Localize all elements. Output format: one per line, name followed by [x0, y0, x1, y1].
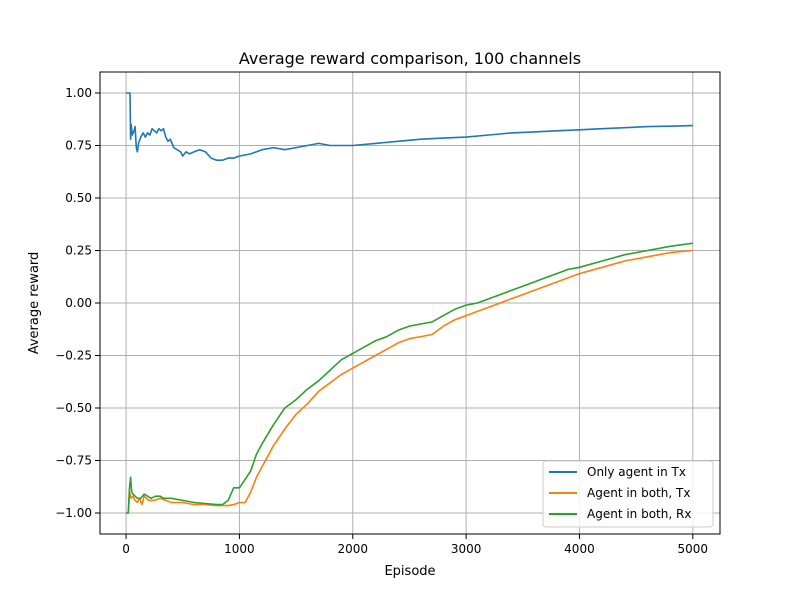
y-tick-label: 0.75 [65, 139, 92, 153]
legend-box [542, 460, 714, 528]
y-tick-label: −0.25 [55, 349, 92, 363]
y-tick-label: 0.00 [65, 296, 92, 310]
legend: Only agent in Tx Agent in both, Tx Agent i… [542, 460, 714, 528]
x-axis-ticks: 0 1000 2000 3000 4000 5000 [122, 534, 708, 556]
x-tick-label: 0 [122, 542, 130, 556]
series-line-2 [126, 249, 693, 514]
y-tick-label: 0.50 [65, 191, 92, 205]
y-tick-label: −1.00 [55, 506, 92, 520]
grid [100, 72, 720, 534]
chart-title: Average reward comparison, 100 channels [239, 49, 581, 68]
y-tick-label: −0.75 [55, 454, 92, 468]
legend-label-2: Agent in both, Tx [587, 486, 690, 500]
series-line-1 [126, 92, 693, 161]
x-tick-label: 1000 [224, 542, 255, 556]
x-tick-label: 2000 [337, 542, 368, 556]
x-tick-label: 3000 [451, 542, 482, 556]
y-tick-label: −0.50 [55, 401, 92, 415]
legend-label-3: Agent in both, Rx [587, 507, 691, 521]
series-lines [126, 92, 693, 514]
series-line-3 [126, 242, 693, 514]
x-tick-label: 4000 [564, 542, 595, 556]
x-tick-label: 5000 [678, 542, 709, 556]
x-axis-label: Episode [384, 564, 435, 579]
legend-label-1: Only agent in Tx [587, 465, 686, 479]
y-axis-ticks: −1.00 −0.75 −0.50 −0.25 0.00 0.25 0.50 0.75 1.00 [55, 86, 100, 520]
y-tick-label: 1.00 [65, 86, 92, 100]
y-tick-label: 0.25 [65, 244, 92, 258]
y-axis-label: Average reward [27, 252, 42, 355]
